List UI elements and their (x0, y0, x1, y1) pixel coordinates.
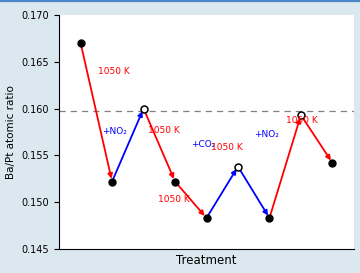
Text: 1050 K: 1050 K (286, 116, 318, 125)
Text: +CO₂: +CO₂ (192, 140, 216, 149)
Text: +NO₂: +NO₂ (255, 130, 279, 139)
Text: 1050 K: 1050 K (98, 67, 130, 76)
Y-axis label: Ba/Pt atomic ratio: Ba/Pt atomic ratio (5, 85, 15, 179)
Text: 1050 K: 1050 K (148, 126, 180, 135)
X-axis label: Treatment: Treatment (176, 254, 237, 268)
Text: 1050 K: 1050 K (158, 195, 189, 204)
Text: 1050 K: 1050 K (211, 143, 243, 152)
Text: +NO₂: +NO₂ (102, 127, 127, 136)
